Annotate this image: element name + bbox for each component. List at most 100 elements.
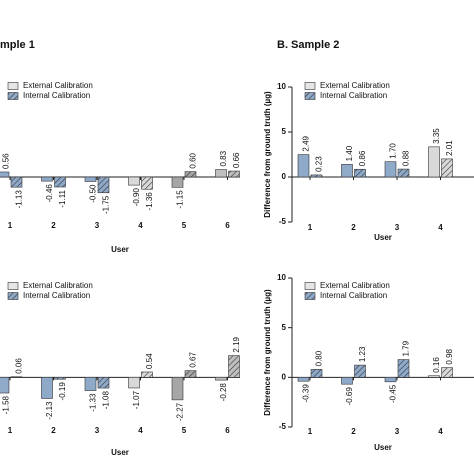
data-label: 0.67 bbox=[189, 352, 198, 368]
bar bbox=[54, 176, 66, 188]
x-tick-label: 3 bbox=[95, 426, 100, 435]
bar bbox=[141, 371, 153, 378]
bar bbox=[84, 377, 97, 391]
bar bbox=[215, 377, 227, 381]
x-tick-label: 4 bbox=[138, 221, 143, 230]
data-label: 1.40 bbox=[345, 145, 354, 161]
x-tick-label: 6 bbox=[225, 221, 230, 230]
y-tick-label: 5 bbox=[282, 127, 287, 136]
x-axis-label: User bbox=[111, 245, 129, 254]
data-label: -1.13 bbox=[15, 190, 24, 209]
data-label: -0.39 bbox=[302, 384, 311, 403]
legend-swatch bbox=[304, 282, 316, 290]
bar bbox=[341, 164, 353, 178]
bar bbox=[310, 174, 323, 178]
x-tick-label: 3 bbox=[95, 221, 100, 230]
data-label: 2.49 bbox=[302, 135, 311, 151]
data-label: 0.98 bbox=[445, 348, 454, 364]
data-label: -1.08 bbox=[102, 391, 111, 410]
legend-swatch bbox=[304, 82, 316, 90]
bar bbox=[384, 377, 397, 383]
bar bbox=[97, 176, 110, 194]
bar bbox=[54, 377, 66, 380]
data-label: 3.35 bbox=[432, 128, 441, 144]
legend-label: External Calibration bbox=[23, 281, 93, 290]
y-axis-label: Difference from ground truth (µg) bbox=[263, 91, 272, 218]
bar bbox=[441, 158, 453, 178]
data-label: 0.06 bbox=[15, 358, 24, 374]
bar bbox=[354, 168, 366, 178]
bar bbox=[128, 377, 140, 389]
legend-swatch bbox=[7, 92, 19, 100]
bar bbox=[341, 377, 353, 385]
bar bbox=[10, 376, 23, 378]
data-label: 0.60 bbox=[189, 152, 198, 168]
x-tick-label: 2 bbox=[51, 426, 56, 435]
y-tick-label: 0 bbox=[282, 372, 287, 381]
legend-swatch bbox=[304, 292, 316, 300]
data-label: -0.50 bbox=[89, 184, 98, 203]
legend-swatch bbox=[7, 292, 19, 300]
data-label: -0.45 bbox=[389, 384, 398, 403]
x-tick-label: 1 bbox=[8, 426, 13, 435]
legend-swatch bbox=[7, 82, 19, 90]
x-tick-label: 3 bbox=[395, 223, 400, 232]
data-label: 0.83 bbox=[219, 150, 228, 166]
data-label: 0.66 bbox=[232, 152, 241, 168]
data-label: -1.33 bbox=[89, 393, 98, 412]
data-label: -1.36 bbox=[145, 192, 154, 211]
data-label: 0.88 bbox=[402, 150, 411, 166]
x-tick-label: 1 bbox=[308, 427, 313, 436]
x-tick-label: 3 bbox=[395, 427, 400, 436]
bar bbox=[41, 176, 53, 182]
bar bbox=[171, 176, 184, 188]
data-label: -1.11 bbox=[58, 189, 67, 207]
x-tick-label: 2 bbox=[351, 427, 356, 436]
data-label: 2.01 bbox=[445, 140, 454, 156]
data-label: 0.80 bbox=[315, 350, 324, 366]
x-tick-label: 5 bbox=[182, 426, 187, 435]
panel-title: mple 1 bbox=[0, 39, 35, 51]
bar bbox=[297, 377, 310, 382]
bar bbox=[397, 359, 410, 378]
bar bbox=[141, 176, 153, 190]
legend-label: Internal Calibration bbox=[23, 291, 90, 300]
y-tick-label: 0 bbox=[282, 172, 287, 181]
data-label: -0.19 bbox=[58, 382, 67, 401]
data-label: -1.15 bbox=[176, 190, 185, 209]
bar bbox=[310, 369, 323, 378]
x-tick-label: 4 bbox=[438, 427, 443, 436]
bar bbox=[297, 154, 310, 178]
data-label: 0.56 bbox=[2, 153, 11, 169]
x-tick-label: 1 bbox=[8, 221, 13, 230]
bar bbox=[128, 176, 140, 186]
data-label: -0.90 bbox=[132, 188, 141, 207]
data-label: 0.23 bbox=[315, 156, 324, 172]
data-label: 0.16 bbox=[432, 357, 441, 373]
x-tick-label: 4 bbox=[138, 426, 143, 435]
x-tick-label: 2 bbox=[51, 221, 56, 230]
y-tick-label: 10 bbox=[277, 273, 286, 282]
bar bbox=[10, 176, 23, 188]
data-label: -0.69 bbox=[345, 387, 354, 406]
data-label: 1.70 bbox=[389, 143, 398, 159]
y-tick-label: -5 bbox=[279, 422, 287, 431]
x-tick-label: 6 bbox=[225, 426, 230, 435]
data-label: 1.79 bbox=[402, 340, 411, 356]
x-tick-label: 2 bbox=[351, 223, 356, 232]
y-tick-label: -5 bbox=[279, 217, 287, 226]
bar bbox=[184, 370, 197, 378]
bar bbox=[41, 377, 53, 399]
data-label: 0.54 bbox=[145, 353, 154, 369]
bar bbox=[228, 170, 240, 178]
legend-swatch bbox=[304, 92, 316, 100]
bar bbox=[384, 161, 397, 178]
x-tick-label: 4 bbox=[438, 223, 443, 232]
bar bbox=[171, 377, 184, 401]
x-axis-label: User bbox=[111, 448, 129, 457]
data-label: -1.07 bbox=[132, 390, 141, 409]
bar bbox=[428, 375, 440, 378]
y-tick-label: 10 bbox=[277, 82, 286, 91]
x-tick-label: 1 bbox=[308, 223, 313, 232]
panel-title: B. Sample 2 bbox=[277, 39, 339, 51]
